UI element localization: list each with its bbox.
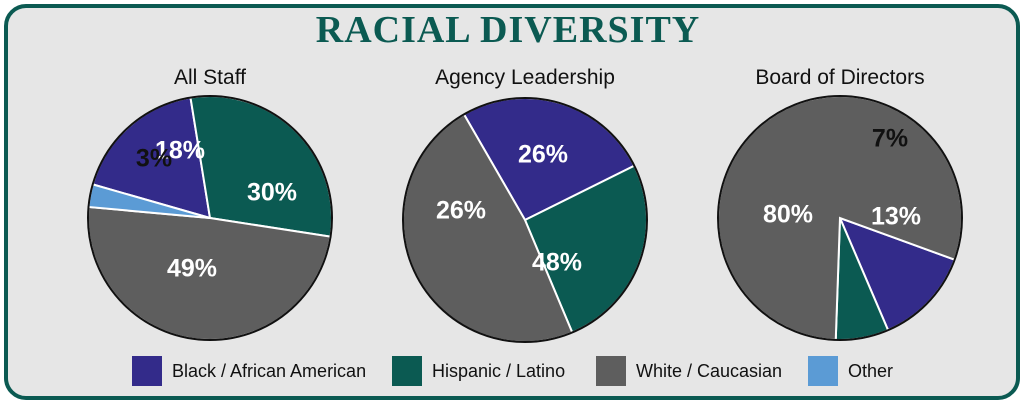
legend-label: Hispanic / Latino [432,360,566,381]
main-title: RACIAL DIVERSITY [315,9,701,51]
chart-title: All Staff [174,66,246,89]
slice-label: 13% [871,203,921,231]
pie-outline [717,95,963,341]
pie-charts: All Staff 18% 30% 49% 3% Agency Leadership 26%… [87,66,963,344]
legend-swatch [808,356,838,386]
pie-chart-0: All Staff 18% 30% 49% 3% [87,66,333,341]
pie-outline [402,97,648,343]
legend-swatch [392,356,422,386]
legend-swatch [596,356,626,386]
slice-label: 80% [763,201,813,229]
legend-item-black: Black / African American [132,356,366,386]
legend-swatch [132,356,162,386]
slice-label: 30% [247,179,297,207]
slice-label: 7% [872,125,908,153]
legend-label: Black / African American [172,360,367,381]
slice-label: 3% [136,145,172,173]
pie-chart-2: Board of Directors 13% 7% 80% [717,66,963,341]
pie-slice [189,95,333,238]
slice-label: 49% [167,255,217,283]
legend: Black / African American Hispanic / Lati… [0,356,1016,386]
legend-item-hispanic: Hispanic / Latino [392,356,565,386]
pie-outline [87,95,333,341]
chart-title: Board of Directors [755,66,924,89]
legend-label: Other [848,360,894,381]
legend-item-other: Other [808,356,893,386]
legend-label: White / Caucasian [636,360,783,381]
chart-title: Agency Leadership [435,66,615,89]
legend-item-white: White / Caucasian [596,356,782,386]
slice-label: 48% [532,249,582,277]
pie-chart-1: Agency Leadership 26% 26% 48% [401,66,648,344]
slice-label: 26% [436,197,486,225]
slice-label: 18% [155,137,205,165]
slice-label: 26% [518,141,568,169]
